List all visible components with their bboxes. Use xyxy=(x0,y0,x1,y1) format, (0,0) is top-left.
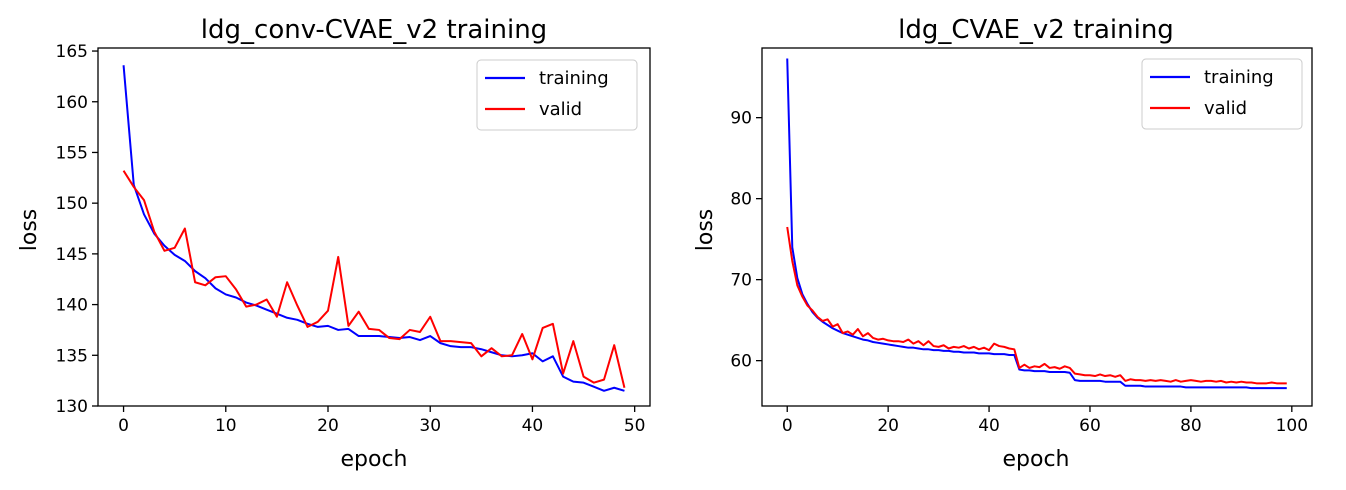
y-tick-label: 80 xyxy=(730,190,752,210)
x-axis-label: epoch xyxy=(1003,447,1070,472)
x-tick-label: 80 xyxy=(1180,416,1202,436)
x-axis-label: epoch xyxy=(341,447,408,472)
x-tick-label: 60 xyxy=(1079,416,1101,436)
x-tick-label: 0 xyxy=(782,416,793,436)
y-tick-label: 135 xyxy=(56,346,88,366)
x-tick-label: 40 xyxy=(522,416,544,436)
y-tick-label: 160 xyxy=(56,93,88,113)
series-line-valid xyxy=(122,170,626,388)
series-line-training xyxy=(122,65,625,392)
y-tick-label: 90 xyxy=(730,109,752,129)
x-tick-label: 20 xyxy=(877,416,899,436)
y-tick-label: 155 xyxy=(56,143,88,163)
y-tick-label: 145 xyxy=(56,245,88,265)
x-tick-label: 10 xyxy=(215,416,237,436)
chart-cvae: ldg_CVAE_v2 training epoch loss 0 20 40 60 8… xyxy=(693,15,1313,472)
series-line-training xyxy=(786,58,1287,390)
y-tick-label: 60 xyxy=(730,352,752,372)
chart-title: ldg_conv-CVAE_v2 training xyxy=(201,15,547,45)
y-axis-label: loss xyxy=(693,209,718,252)
legend-label-valid: valid xyxy=(1204,98,1247,119)
legend-label-training: training xyxy=(539,68,609,89)
y-tick-label: 150 xyxy=(56,194,88,214)
plot-frame xyxy=(761,47,1313,407)
x-tick-label: 0 xyxy=(118,416,129,436)
x-tick-label: 20 xyxy=(317,416,339,436)
chart-title: ldg_CVAE_v2 training xyxy=(898,15,1174,45)
plot-frame xyxy=(97,47,651,407)
y-tick-label: 70 xyxy=(730,271,752,291)
x-tick-label: 50 xyxy=(624,416,646,436)
x-tick-label: 30 xyxy=(419,416,441,436)
x-tick-label: 100 xyxy=(1276,416,1308,436)
y-axis-label: loss xyxy=(17,209,42,252)
x-tick-label: 40 xyxy=(978,416,1000,436)
y-tick-label: 140 xyxy=(56,296,88,316)
series-line-valid xyxy=(786,226,1287,385)
y-tick-label: 130 xyxy=(56,397,88,417)
legend-label-valid: valid xyxy=(539,99,582,120)
y-tick-label: 165 xyxy=(56,42,88,62)
chart-conv-cvae: ldg_conv-CVAE_v2 training epoch loss 0 10… xyxy=(17,15,651,472)
legend-label-training: training xyxy=(1204,67,1274,88)
